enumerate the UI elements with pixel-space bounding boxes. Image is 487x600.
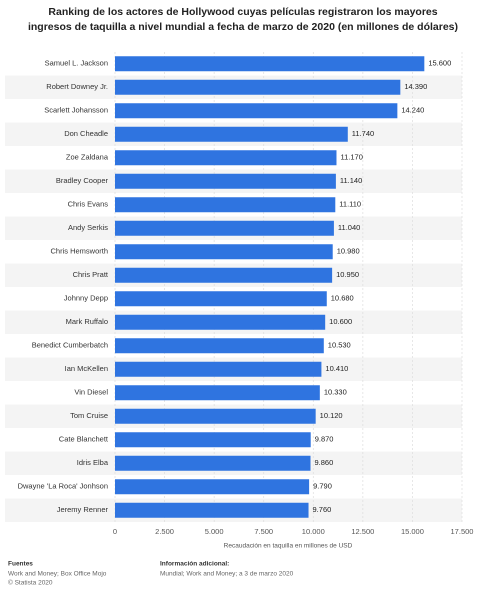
footer-text: Work and Money; Box Office Mojo <box>8 571 107 578</box>
bar <box>115 126 348 142</box>
x-tick-label: 2.500 <box>155 527 174 536</box>
category-label: Robert Downey Jr. <box>46 82 108 91</box>
footer-heading: Fuentes <box>8 561 33 568</box>
x-tick-label: 17.500 <box>451 527 474 536</box>
bar <box>115 502 309 518</box>
value-label: 11.170 <box>340 153 362 162</box>
bar <box>115 361 322 377</box>
value-label: 11.040 <box>338 223 360 232</box>
category-label: Idris Elba <box>77 458 109 467</box>
value-label: 11.740 <box>352 129 374 138</box>
bar <box>115 267 333 283</box>
footer-heading: Información adicional: <box>160 561 229 568</box>
category-label: Chris Evans <box>68 200 109 209</box>
chart-title: ingresos de taquilla a nivel mundial a f… <box>28 21 458 33</box>
category-label: Don Cheadle <box>64 129 108 138</box>
footer-text: Mundial; Work and Money; a 3 de marzo 20… <box>160 571 294 578</box>
value-label: 15.600 <box>428 59 451 68</box>
bar <box>115 338 324 354</box>
value-label: 10.330 <box>324 388 347 397</box>
category-label: Vin Diesel <box>74 388 108 397</box>
bar <box>115 79 401 95</box>
value-label: 10.680 <box>331 294 354 303</box>
category-label: Tom Cruise <box>70 411 108 420</box>
value-label: 14.240 <box>401 106 424 115</box>
category-label: Scarlett Johansson <box>44 106 108 115</box>
bar <box>115 197 336 213</box>
x-axis-title: Recaudación en taquilla en millones de U… <box>224 543 353 550</box>
value-label: 9.870 <box>315 435 334 444</box>
x-tick-label: 10.000 <box>302 527 325 536</box>
value-label: 10.410 <box>325 364 348 373</box>
value-label: 9.860 <box>315 458 334 467</box>
bar <box>115 408 316 424</box>
category-label: Dwayne 'La Roca' Jonhson <box>18 482 108 491</box>
bar <box>115 220 334 236</box>
category-label: Ian McKellen <box>65 364 108 373</box>
bar <box>115 432 311 448</box>
bar <box>115 479 310 495</box>
category-label: Samuel L. Jackson <box>45 59 108 68</box>
value-label: 10.120 <box>320 411 343 420</box>
x-tick-label: 7.500 <box>254 527 273 536</box>
x-tick-label: 15.000 <box>401 527 424 536</box>
value-label: 10.600 <box>329 317 352 326</box>
value-label: 11.110 <box>339 200 361 209</box>
footer-text: © Statista 2020 <box>8 579 53 587</box>
bar <box>115 103 398 119</box>
category-label: Johnny Depp <box>64 294 108 303</box>
x-tick-label: 12.500 <box>351 527 374 536</box>
x-tick-label: 0 <box>113 527 117 536</box>
bar <box>115 150 337 166</box>
bar <box>115 291 327 307</box>
category-label: Cate Blanchett <box>59 435 109 444</box>
category-label: Chris Hemsworth <box>50 247 108 256</box>
bar <box>115 314 326 330</box>
value-label: 10.530 <box>328 341 351 350</box>
category-label: Benedict Cumberbatch <box>32 341 108 350</box>
bar <box>115 455 311 471</box>
value-label: 9.760 <box>313 505 332 514</box>
category-label: Mark Ruffalo <box>66 317 108 326</box>
x-tick-label: 5.000 <box>205 527 224 536</box>
bar <box>115 56 425 72</box>
value-label: 10.950 <box>336 270 359 279</box>
category-label: Bradley Cooper <box>56 176 109 185</box>
value-label: 14.390 <box>404 82 427 91</box>
chart-title: Ranking de los actores de Hollywood cuya… <box>48 6 437 18</box>
value-label: 9.790 <box>313 482 332 491</box>
value-label: 10.980 <box>337 247 360 256</box>
category-label: Zoe Zaldana <box>66 153 109 162</box>
bar <box>115 244 333 260</box>
category-label: Chris Pratt <box>73 270 109 279</box>
category-label: Jeremy Renner <box>57 505 109 514</box>
bar <box>115 385 320 401</box>
category-label: Andy Serkis <box>68 223 108 232</box>
value-label: 11.140 <box>340 176 362 185</box>
bar <box>115 173 336 189</box>
